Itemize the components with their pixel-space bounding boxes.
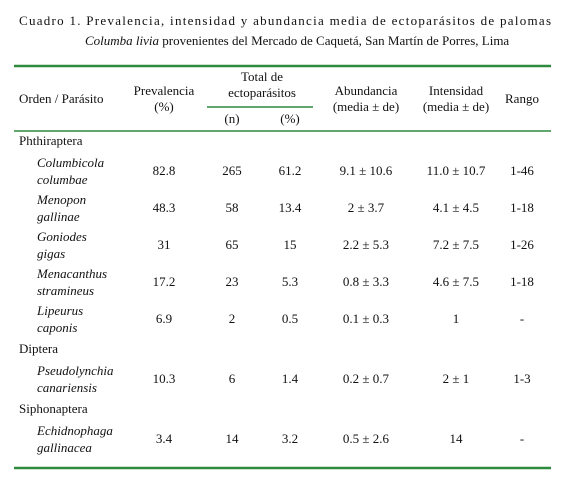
cell: 1-18: [510, 274, 534, 289]
cell: 3.4: [156, 431, 173, 446]
parasite-name: Lipeurus: [36, 303, 83, 318]
order-name: Diptera: [19, 341, 58, 356]
caption-line: Columba livia provenientes del Mercado d…: [85, 33, 509, 48]
cell: 0.1 ± 0.3: [343, 311, 389, 326]
header: (media ± de): [333, 99, 399, 114]
cell: 31: [158, 237, 171, 252]
cell: 65: [226, 237, 239, 252]
cell: 2 ± 3.7: [348, 200, 385, 215]
header: Orden / Parásito: [19, 91, 103, 106]
header: Abundancia: [335, 83, 398, 98]
order-name: Siphonaptera: [19, 401, 88, 416]
cell: 1-26: [510, 237, 534, 252]
cell: 0.2 ± 0.7: [343, 371, 390, 386]
parasite-name: Menacanthus: [36, 266, 107, 281]
cell: 13.4: [279, 200, 302, 215]
cell: 1: [453, 311, 460, 326]
cell: 2.2 ± 5.3: [343, 237, 389, 252]
header: Rango: [505, 91, 539, 106]
cell: 4.6 ± 7.5: [433, 274, 479, 289]
cell: 14: [226, 431, 240, 446]
species: Columba livia: [85, 33, 160, 48]
parasite-name: Pseudolynchia: [36, 363, 114, 378]
cell: 265: [222, 163, 242, 178]
parasite-name: caponis: [37, 320, 77, 335]
cell: -: [520, 431, 524, 446]
header: ectoparásitos: [228, 85, 296, 100]
cell: 1-46: [510, 163, 534, 178]
parasite-name: Columbicola: [37, 155, 105, 170]
parasite-name: gallinacea: [37, 440, 92, 455]
cell: 0.5: [282, 311, 298, 326]
parasite-name: Goniodes: [37, 229, 87, 244]
caption-text: provenientes del Mercado de Caquetá, San…: [162, 33, 509, 48]
parasite-name: stramineus: [37, 283, 94, 298]
cell: 0.8 ± 3.3: [343, 274, 389, 289]
parasite-name: gigas: [37, 246, 65, 261]
cell: 5.3: [282, 274, 298, 289]
parasite-name: Echidnophaga: [36, 423, 113, 438]
parasite-name: Menopon: [36, 192, 86, 207]
order-name: Phthiraptera: [19, 133, 83, 148]
header: (n): [224, 111, 239, 126]
cell: 6.9: [156, 311, 172, 326]
header: (media ± de): [423, 99, 489, 114]
cell: 23: [226, 274, 239, 289]
cell: 82.8: [153, 163, 176, 178]
caption-line: Cuadro 1. Prevalencia, intensidad y abun…: [19, 13, 551, 28]
parasite-name: canariensis: [37, 380, 97, 395]
parasite-name: gallinae: [37, 209, 80, 224]
cell: 3.2: [282, 431, 298, 446]
cell: 7.2 ± 7.5: [433, 237, 479, 252]
header: Prevalencia: [134, 83, 195, 98]
cell: 0.5 ± 2.6: [343, 431, 390, 446]
cell: -: [520, 311, 524, 326]
cell: 17.2: [153, 274, 176, 289]
parasite-name: columbae: [37, 172, 88, 187]
cell: 14: [450, 431, 464, 446]
cell: 9.1 ± 10.6: [340, 163, 393, 178]
header: Intensidad: [429, 83, 484, 98]
header: (%): [154, 99, 174, 114]
cell: 10.3: [153, 371, 176, 386]
cell: 58: [226, 200, 239, 215]
cell: 2: [229, 311, 236, 326]
header: Total de: [241, 69, 283, 84]
cell: 2 ± 1: [443, 371, 470, 386]
cell: 1-18: [510, 200, 534, 215]
cell: 11.0 ± 10.7: [427, 163, 486, 178]
cell: 6: [229, 371, 236, 386]
header: (%): [280, 111, 300, 126]
cell: 61.2: [279, 163, 302, 178]
cell: 1-3: [513, 371, 530, 386]
cell: 1.4: [282, 371, 299, 386]
cell: 4.1 ± 4.5: [433, 200, 479, 215]
cell: 48.3: [153, 200, 176, 215]
cell: 15: [284, 237, 297, 252]
